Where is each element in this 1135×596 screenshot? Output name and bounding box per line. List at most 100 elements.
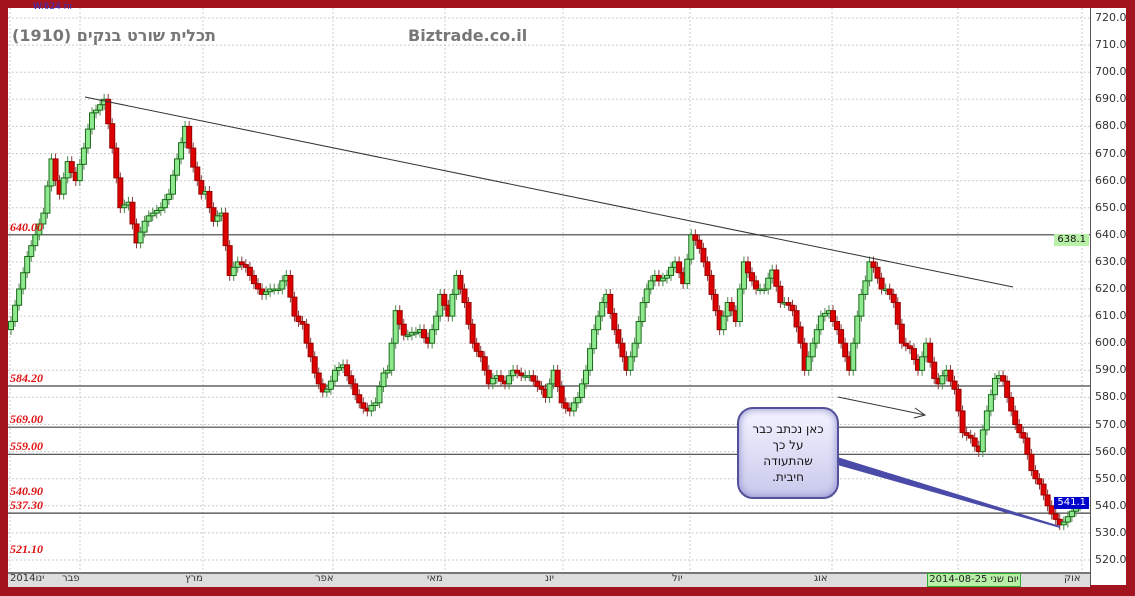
candle-body: [878, 277, 885, 290]
candle-body: [983, 410, 990, 431]
candle-body: [599, 302, 606, 317]
candle-body: [534, 380, 541, 388]
candle-body: [84, 128, 91, 149]
candle-body: [141, 220, 148, 233]
candle-body: [1032, 470, 1039, 480]
candle-body: [854, 315, 861, 344]
candle-body: [838, 329, 845, 344]
candle-body: [105, 98, 112, 125]
candle-body: [242, 264, 249, 268]
candle-body: [692, 234, 699, 241]
candle-body: [793, 310, 800, 328]
candle-body: [194, 166, 201, 182]
candle-body: [866, 261, 873, 282]
candle-body: [663, 274, 670, 279]
candle-body: [356, 394, 363, 404]
candle-body: [421, 329, 428, 339]
y-tick-label: 610.0: [1095, 309, 1127, 323]
candle-body: [157, 207, 164, 211]
candle-body: [684, 258, 691, 285]
candle-body: [230, 266, 237, 276]
candle-body: [518, 372, 525, 377]
annotation-line: על כך: [772, 438, 804, 452]
candle-body: [457, 274, 464, 290]
candle-body: [712, 293, 719, 312]
candle-body: [570, 402, 577, 412]
candle-body: [331, 369, 338, 382]
last-price-badge: 541.1: [1054, 496, 1089, 509]
candle-body: [902, 342, 909, 347]
candle-body: [161, 199, 168, 209]
annotation-line: חיבית.: [772, 470, 804, 484]
candle-body: [52, 158, 59, 182]
y-tick-label: 600.0: [1095, 336, 1127, 350]
candle-body: [797, 326, 804, 344]
candle-body: [987, 394, 994, 412]
candle-body: [1004, 380, 1011, 398]
level-label: 640.00: [10, 219, 43, 234]
candle-body: [44, 185, 51, 214]
candle-body: [178, 142, 185, 160]
candle-body: [894, 302, 901, 325]
candle-body: [813, 329, 820, 344]
candle-body: [1020, 432, 1027, 439]
y-tick-label: 670.0: [1095, 146, 1127, 160]
y-tick-label: 690.0: [1095, 92, 1127, 106]
candle-body: [858, 293, 865, 317]
candle-body: [117, 177, 124, 209]
candle-body: [1044, 494, 1051, 507]
candle-body: [279, 280, 286, 290]
chart-title: (תכלית שורט בנקים (1910: [12, 26, 216, 45]
candle-body: [287, 274, 294, 298]
candle-body: [16, 288, 23, 306]
candle-body: [376, 386, 383, 404]
candle-body: [582, 369, 589, 385]
candle-body: [153, 209, 160, 214]
x-tick-label: מאי: [427, 573, 443, 584]
candle-body: [696, 239, 703, 249]
candle-body: [809, 342, 816, 358]
candle-body: [773, 269, 780, 287]
x-tick-label: מרץ: [185, 573, 203, 584]
candle-body: [291, 296, 298, 317]
candle-body: [1036, 478, 1043, 485]
candle-body: [1064, 516, 1071, 523]
x-tick-label: אוג: [814, 573, 828, 584]
candle-body: [939, 375, 946, 385]
candle-body: [619, 342, 626, 358]
candle-body: [607, 293, 614, 314]
candle-body: [485, 369, 492, 385]
candle-body: [647, 280, 654, 290]
candle-body: [1040, 483, 1047, 496]
candle-body: [562, 402, 569, 409]
candle-body: [554, 369, 561, 388]
candle-body: [360, 402, 367, 409]
candle-body: [1000, 375, 1007, 382]
candle-body: [785, 302, 792, 306]
candle-body: [927, 342, 934, 363]
marker-price-badge: 638.1: [1054, 233, 1089, 246]
candle-body: [149, 212, 156, 217]
candle-body: [97, 104, 104, 111]
price-axis: [1090, 8, 1126, 585]
x-tick-label: 2014ינו: [10, 573, 45, 584]
level-label: 537.30: [10, 498, 43, 513]
candle-body: [1008, 396, 1015, 412]
candle-body: [352, 383, 359, 396]
candle-body: [372, 402, 379, 407]
candle-body: [93, 109, 100, 114]
candle-body: [834, 321, 841, 331]
y-tick-label: 580.0: [1095, 390, 1127, 404]
candle-body: [919, 356, 926, 371]
candle-body: [145, 215, 152, 222]
candle-body: [611, 312, 618, 331]
candle-body: [109, 123, 116, 149]
candle-body: [412, 331, 419, 335]
candle-body: [250, 274, 257, 285]
site-watermark: Biztrade.co.il: [408, 26, 528, 45]
chart-plot-area[interactable]: [8, 8, 1090, 572]
candle-body: [441, 293, 448, 306]
arrow-line: [837, 396, 926, 416]
candle-body: [829, 310, 836, 323]
candle-body: [728, 302, 735, 312]
